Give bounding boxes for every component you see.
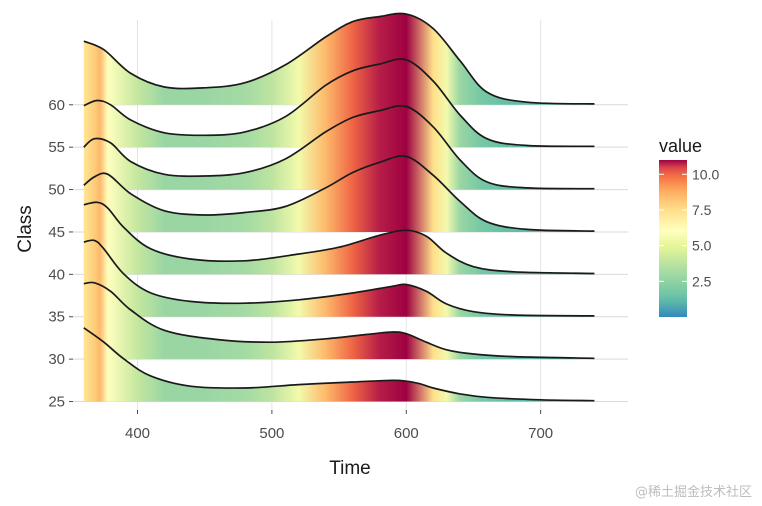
ridge-55 xyxy=(83,58,595,148)
legend-colorbar xyxy=(659,160,687,317)
ridge-25 xyxy=(83,327,595,402)
ridge-30 xyxy=(83,281,595,360)
y-tick-label: 50 xyxy=(48,182,65,199)
ridge-line-45 xyxy=(83,155,595,232)
ridge-line-60 xyxy=(83,12,595,105)
y-tick-label: 30 xyxy=(48,351,65,368)
ridge-line-35 xyxy=(83,239,595,317)
legend-tick-label: 2.5 xyxy=(692,273,712,289)
ridge-50 xyxy=(83,104,595,190)
y-tick-label: 25 xyxy=(48,394,65,411)
ridge-35 xyxy=(83,239,595,317)
legend-tick-label: 10.0 xyxy=(692,166,719,182)
x-tick-label: 400 xyxy=(125,425,150,442)
y-axis-title: Class xyxy=(15,205,36,253)
x-axis-title: Time xyxy=(329,458,371,479)
ridge-fill-45 xyxy=(83,156,595,232)
legend-title: value xyxy=(659,136,702,156)
ridge-line-40 xyxy=(83,201,595,275)
y-axis: 25 30 35 40 45 50 55 60 xyxy=(48,97,73,411)
y-tick-label: 55 xyxy=(48,139,65,156)
y-tick-label: 60 xyxy=(48,97,65,114)
watermark-text: @稀土掘金技术社区 xyxy=(634,485,752,500)
ridges xyxy=(83,12,595,402)
y-tick-label: 40 xyxy=(48,266,65,283)
y-tick-label: 35 xyxy=(48,309,65,326)
ridge-line-50 xyxy=(83,104,595,190)
ridge-fill-55 xyxy=(83,58,595,148)
ridge-fill-40 xyxy=(83,202,595,275)
legend-tick-label: 7.5 xyxy=(692,202,712,218)
ridge-fill-30 xyxy=(83,282,595,360)
x-tick-label: 700 xyxy=(528,425,553,442)
legend: value 2.5 5.0 7.5 10.0 xyxy=(659,136,719,317)
legend-tick-label: 5.0 xyxy=(692,238,712,254)
ridge-40 xyxy=(83,201,595,275)
y-tick-label: 45 xyxy=(48,224,65,241)
x-tick-label: 600 xyxy=(394,425,419,442)
ridge-fill-35 xyxy=(83,240,595,317)
ridge-line-25 xyxy=(83,327,595,402)
x-tick-label: 500 xyxy=(259,425,284,442)
ridge-fill-60 xyxy=(83,13,595,105)
ridge-45 xyxy=(83,155,595,232)
ridge-fill-50 xyxy=(83,105,595,190)
ridge-line-30 xyxy=(83,281,595,360)
ridge-60 xyxy=(83,12,595,105)
ridge-fill-25 xyxy=(83,327,595,402)
ridge-line-55 xyxy=(83,58,595,148)
x-axis: 400 500 600 700 xyxy=(125,410,553,442)
